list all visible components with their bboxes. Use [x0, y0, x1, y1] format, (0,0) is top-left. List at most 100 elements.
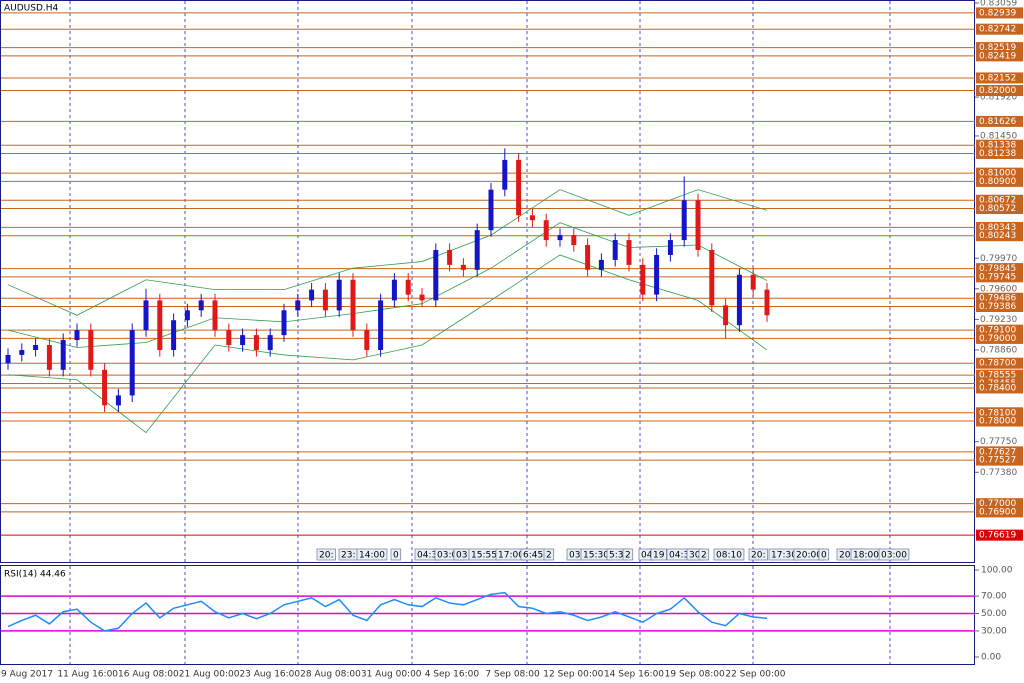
level-box [976, 292, 1023, 304]
time-tag: 2 [625, 551, 631, 561]
level-label: 0.76900 [979, 507, 1016, 517]
level-label: 0.80243 [979, 231, 1016, 241]
level-box [976, 72, 1023, 84]
time-tag-box [316, 548, 336, 561]
y-tick-label: 0.78860 [980, 345, 1017, 355]
candle-body [322, 289, 328, 311]
level-label: 0.79845 [979, 264, 1016, 274]
candle-body [240, 335, 246, 346]
price-panel [0, 0, 975, 563]
candle-body [74, 330, 80, 341]
time-tag: 30 [689, 551, 701, 561]
time-tag-box [748, 548, 768, 561]
candle-body [460, 264, 466, 270]
time-tag: 03 [569, 551, 580, 561]
level-box [976, 139, 1023, 151]
x-tick-label: 22 Sep 00:00 [725, 670, 785, 680]
x-tick-label: 28 Aug 08:00 [300, 670, 361, 680]
level-label: 0.78555 [979, 371, 1016, 381]
y-tick-label: 30.00 [981, 626, 1007, 636]
x-tick-label: 12 Sep 00:00 [543, 670, 603, 680]
level-box [976, 415, 1023, 427]
candle-body [253, 335, 259, 350]
candle-body [764, 289, 770, 316]
candle-body [529, 215, 535, 221]
candle-body [723, 305, 729, 326]
level-box [976, 115, 1023, 127]
level-label: 0.79486 [979, 294, 1016, 304]
level-box [976, 498, 1023, 510]
time-tag: 17:30 [771, 551, 797, 561]
candle-body [502, 159, 508, 190]
level-box [976, 382, 1023, 394]
level-box [976, 454, 1023, 466]
y-tick-label: 0.81920 [980, 93, 1017, 103]
rsi-panel [0, 565, 975, 665]
time-tag: 04 [641, 551, 653, 561]
level-label: 0.78400 [979, 383, 1016, 393]
level-label: 0.81338 [979, 141, 1016, 151]
candle-body [102, 369, 108, 406]
time-tag: 04:30 [669, 551, 695, 561]
time-tag: 14:00 [359, 551, 385, 561]
level-box [976, 324, 1023, 336]
candle-body [378, 300, 384, 350]
level-box [976, 50, 1023, 62]
time-tag: 18:00 [853, 551, 879, 561]
x-tick-label: 9 Aug 2017 [1, 670, 53, 680]
time-tag: 03:00 [881, 551, 907, 561]
time-tag-box [543, 548, 555, 561]
level-label: 0.80572 [979, 204, 1016, 214]
candle-body [654, 254, 660, 295]
time-tag: 5:3 [609, 551, 623, 561]
rsi-line [7, 591, 768, 632]
candle-body [281, 310, 287, 336]
vertical-grid [69, 1, 891, 665]
time-tag-box [390, 548, 402, 561]
level-label: 0.79000 [979, 334, 1016, 344]
time-tag: 03:00 [437, 551, 463, 561]
time-tag-box [622, 548, 634, 561]
time-tag: 08:10 [716, 551, 742, 561]
x-tick-label: 19 Sep 08:00 [665, 670, 725, 680]
level-box [976, 301, 1023, 313]
candle-body [336, 279, 342, 311]
level-box [976, 194, 1023, 206]
candle-body [474, 230, 480, 270]
level-box [976, 506, 1023, 518]
level-label: 0.80900 [979, 177, 1016, 187]
candle-body [226, 330, 232, 346]
x-tick-label: 7 Sep 08:00 [485, 670, 540, 680]
level-label: 0.77000 [979, 499, 1016, 509]
y-tick-label: 70.00 [981, 592, 1007, 602]
level-label: 0.79100 [979, 326, 1016, 336]
x-tick-label: 16 Aug 08:00 [118, 670, 179, 680]
level-label: 0.81238 [979, 149, 1016, 159]
time-tag-box [818, 548, 830, 561]
level-label: 0.82742 [979, 25, 1016, 35]
level-label: 0.78100 [979, 408, 1016, 418]
y-tick-label: 0.79600 [980, 284, 1017, 294]
candle-body [267, 335, 273, 350]
level-box [976, 7, 1023, 19]
level-box [976, 203, 1023, 215]
time-tag-box [713, 548, 745, 561]
time-tag: 20: [319, 551, 333, 561]
time-tag: 20:00 [796, 551, 822, 561]
time-tag-box [698, 548, 710, 561]
level-box [976, 167, 1023, 179]
candle-body [750, 274, 756, 290]
candle-body [350, 279, 356, 331]
level-label: 0.78700 [979, 359, 1016, 369]
level-label: 0.77527 [979, 456, 1016, 466]
candle-body [516, 159, 522, 216]
level-label: 0.81626 [979, 117, 1016, 127]
candle-body [695, 200, 701, 250]
candle-body [543, 220, 549, 241]
candle-body [736, 274, 742, 326]
level-box [976, 175, 1023, 187]
chart-title: AUDUSD.H4 [4, 4, 59, 14]
y-tick-label: 0.77750 [980, 437, 1017, 447]
level-box [976, 446, 1023, 458]
y-tick-label: 0.83059 [980, 0, 1017, 9]
